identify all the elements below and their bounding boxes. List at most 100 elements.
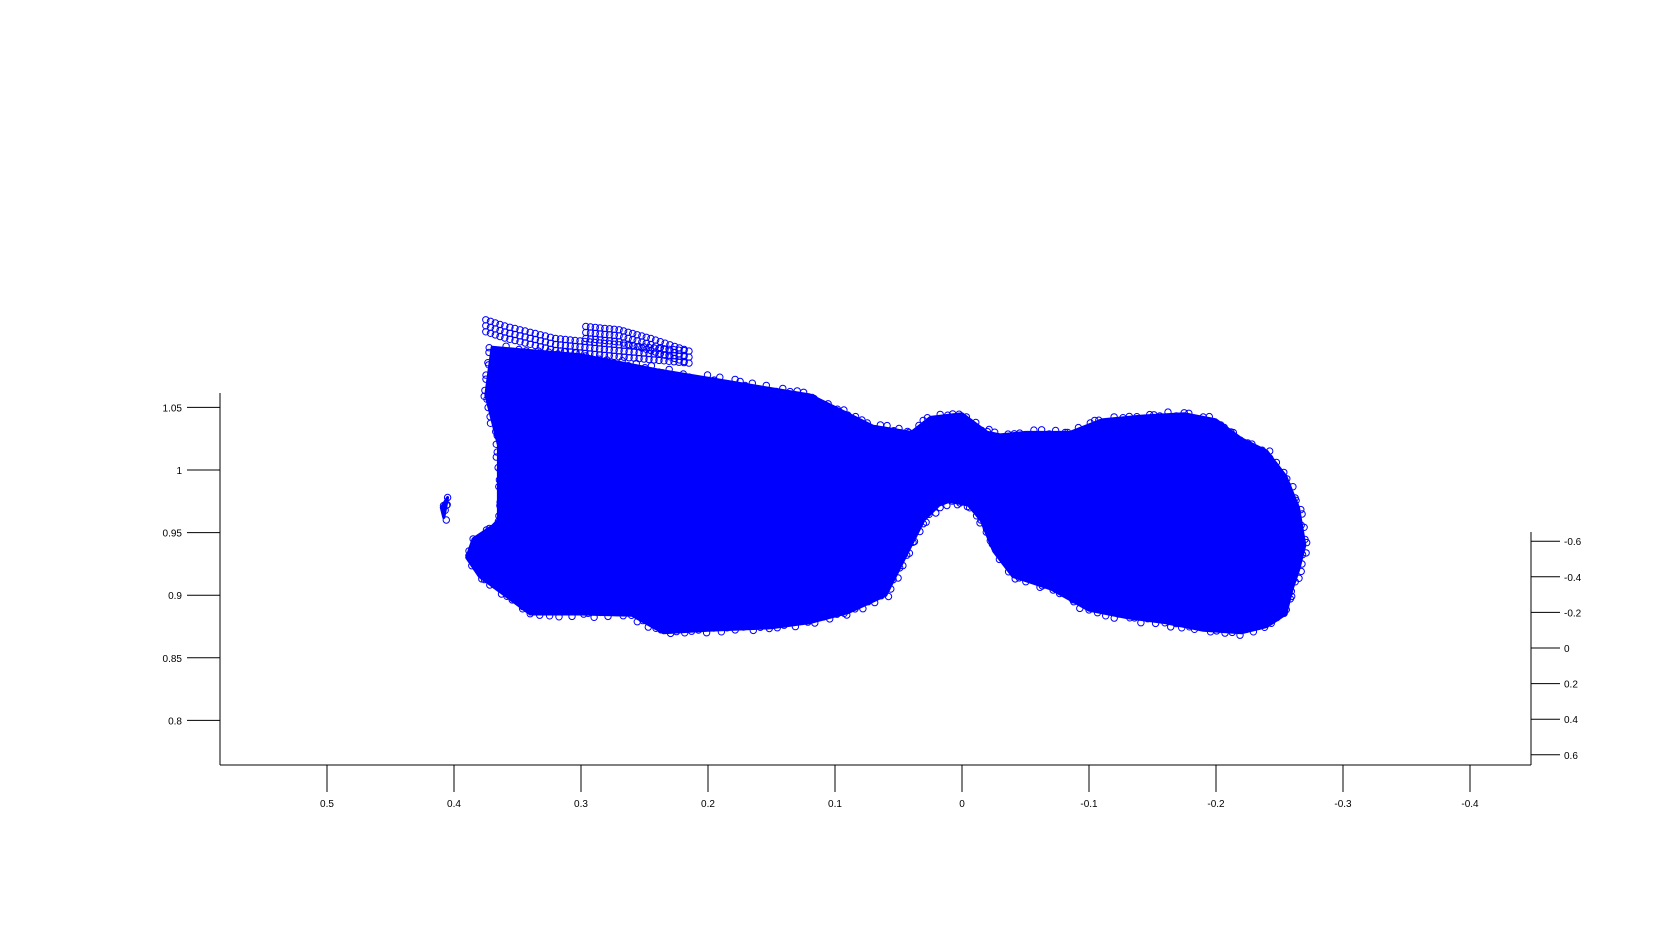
data-point-marker [1151, 619, 1160, 628]
data-point-marker [582, 328, 590, 337]
z-tick-label: 0.85 [163, 654, 183, 665]
cloud-right-lobe [979, 412, 1307, 635]
data-point-marker [590, 613, 598, 621]
data-point-marker [723, 380, 731, 388]
data-point-marker [600, 351, 609, 360]
data-point-marker [925, 510, 933, 518]
data-point-marker [1070, 598, 1078, 606]
data-point-marker [739, 623, 748, 631]
data-point-marker [568, 612, 576, 621]
data-point-marker [936, 503, 944, 512]
data-point-marker [756, 385, 765, 394]
data-point-marker [1074, 423, 1083, 432]
data-point-marker [833, 610, 841, 618]
data-point-marker [1150, 411, 1158, 419]
data-point-marker [492, 427, 500, 436]
data-point-marker [916, 527, 924, 536]
data-point-marker [919, 416, 927, 425]
data-point-marker [503, 592, 511, 600]
data-point-marker [502, 342, 510, 350]
y-tick-label: 0 [1564, 644, 1570, 655]
data-point-marker [1030, 426, 1038, 434]
data-point-marker [601, 336, 609, 345]
data-point-marker [763, 622, 771, 630]
data-point-marker [773, 624, 781, 632]
data-point-marker [982, 524, 991, 533]
data-point-marker [620, 353, 628, 361]
data-point-marker [872, 425, 880, 433]
data-point-marker [630, 354, 638, 362]
data-point-marker [485, 344, 493, 352]
data-point-marker [586, 350, 594, 358]
data-point-marker [624, 340, 632, 348]
data-point-marker [1260, 623, 1269, 631]
data-point-marker [1098, 606, 1107, 614]
cloud-left-lobe [465, 345, 989, 635]
data-point-marker [1249, 628, 1258, 636]
data-point-marker [482, 371, 490, 379]
data-point-marker [596, 608, 605, 617]
data-point-marker [804, 618, 812, 626]
data-point-marker [1298, 550, 1307, 559]
data-point-marker [944, 411, 952, 419]
data-point-marker [1137, 619, 1145, 627]
y-tick-label: 0.4 [1564, 715, 1578, 726]
data-point-marker [1242, 625, 1251, 633]
data-point-marker [495, 512, 503, 520]
data-point-marker [1167, 623, 1175, 631]
data-point-marker [672, 627, 681, 636]
data-point-marker [710, 376, 718, 384]
z-tick-label: 0.9 [168, 591, 182, 602]
y-tick-label: -0.6 [1564, 537, 1582, 548]
data-point-marker [884, 592, 893, 601]
data-point-marker [1110, 413, 1118, 421]
data-point-marker [977, 498, 985, 506]
data-point-marker [633, 618, 641, 626]
data-point-marker [966, 504, 974, 512]
data-point-marker [1063, 428, 1072, 437]
data-point-marker [741, 381, 749, 390]
data-point-marker [983, 438, 992, 446]
data-point-marker [1295, 574, 1303, 582]
data-point-marker [482, 526, 491, 534]
data-point-marker [625, 354, 633, 362]
data-point-marker [591, 335, 599, 344]
data-point-marker [638, 344, 646, 352]
data-point-marker [658, 369, 667, 377]
data-point-marker [619, 339, 628, 347]
data-point-marker [910, 537, 919, 546]
data-point-marker [586, 335, 595, 343]
point-cloud [439, 316, 1311, 639]
data-point-marker [1061, 428, 1069, 437]
data-point-marker [651, 348, 660, 356]
data-point-marker [1114, 610, 1123, 618]
data-point-marker [762, 381, 770, 390]
data-point-marker [723, 624, 731, 632]
data-point-marker [555, 613, 563, 621]
data-point-marker [1302, 549, 1310, 557]
data-point-marker [731, 375, 739, 384]
data-point-marker [817, 400, 825, 408]
data-point-marker [441, 506, 449, 514]
data-point-marker [1297, 505, 1305, 514]
data-point-marker [480, 575, 489, 584]
data-point-marker [640, 355, 648, 363]
data-point-marker [483, 395, 491, 403]
data-point-marker [509, 348, 517, 356]
data-point-marker [1000, 557, 1009, 566]
data-point-marker [465, 552, 473, 560]
data-point-marker [650, 356, 658, 364]
data-point-marker [1291, 494, 1299, 502]
data-point-marker [833, 405, 842, 413]
data-point-marker [1161, 619, 1169, 627]
data-point-marker [1199, 413, 1207, 421]
x-tick-label: -0.2 [1207, 799, 1225, 810]
data-point-marker [486, 419, 495, 427]
data-point-marker [1289, 483, 1297, 491]
x-tick-label: -0.1 [1080, 799, 1098, 810]
data-point-marker [493, 346, 502, 354]
data-point-marker [629, 341, 637, 350]
x-tick-label: 0.3 [574, 799, 588, 810]
data-point-marker [491, 581, 499, 589]
data-point-marker [675, 356, 684, 364]
